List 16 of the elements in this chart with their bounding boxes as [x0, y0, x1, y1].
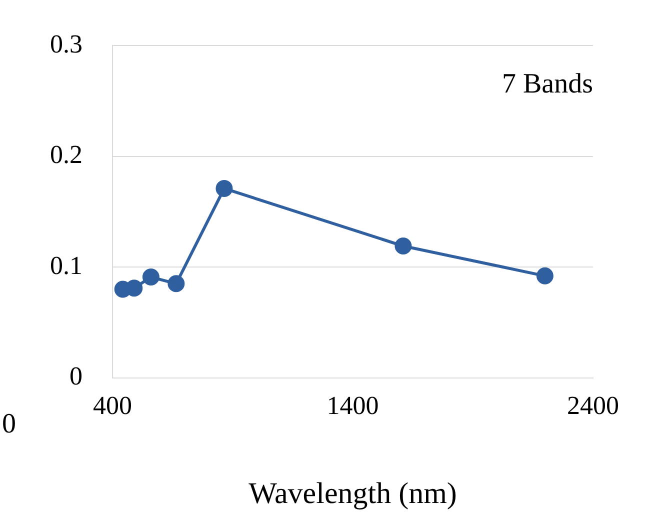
point: [168, 275, 185, 292]
y-tick-label: 0.1: [50, 250, 82, 280]
x-tick-label: 2400: [567, 391, 619, 420]
point: [126, 280, 143, 297]
y-tick-label: 0.2: [50, 140, 82, 170]
point: [142, 268, 160, 286]
x-tick-label: 400: [93, 391, 132, 420]
x-axis-title: Wavelength (nm): [248, 476, 457, 510]
point: [536, 267, 554, 284]
point: [394, 238, 412, 255]
text: 0: [2, 408, 16, 440]
point: [216, 180, 233, 197]
y-tick-label: 0: [70, 362, 82, 391]
x-tick-label: 1400: [326, 391, 379, 420]
annotation: 7 Bands: [502, 68, 593, 100]
y-tick-label: 0.3: [50, 29, 82, 58]
